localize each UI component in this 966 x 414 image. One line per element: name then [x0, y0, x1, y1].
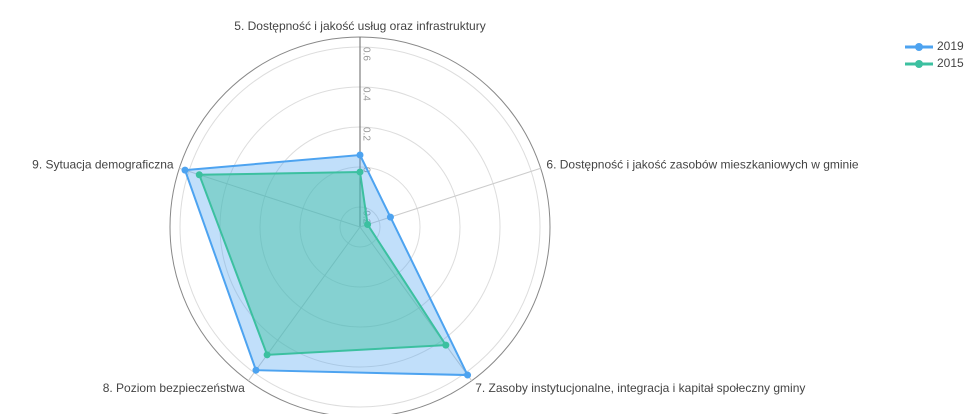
- axis-label: 7. Zasoby instytucjonalne, integracja i …: [475, 381, 805, 395]
- tick-label: 0.6: [360, 47, 371, 61]
- spoke: [179, 167, 361, 228]
- tick-label: 0.4: [360, 87, 371, 101]
- legend-label: 2015: [937, 56, 964, 70]
- point: [181, 166, 189, 174]
- point: [356, 151, 364, 159]
- point: [195, 171, 203, 179]
- legend-marker: [915, 60, 923, 68]
- tick-label: 0: [360, 167, 371, 173]
- point: [464, 371, 472, 379]
- point: [364, 221, 372, 229]
- point: [442, 341, 450, 349]
- point: [252, 366, 260, 374]
- tick-label: 0.2: [360, 127, 371, 141]
- legend-label: 2019: [937, 39, 964, 53]
- series-area: [183, 153, 470, 377]
- spoke: [359, 226, 473, 382]
- series-area: [197, 170, 448, 356]
- axis-label: 8. Poziom bezpieczeństwa: [103, 381, 245, 395]
- legend-marker: [915, 43, 923, 51]
- axis-label: 9. Sytuacja demograficzna: [32, 157, 174, 171]
- point: [263, 351, 271, 359]
- axis-label: 5. Dostępność i jakość usług oraz infras…: [234, 19, 485, 33]
- point: [386, 213, 394, 221]
- axis-label: 6. Dostępność i jakość zasobów mieszkani…: [546, 157, 858, 171]
- point: [356, 168, 364, 176]
